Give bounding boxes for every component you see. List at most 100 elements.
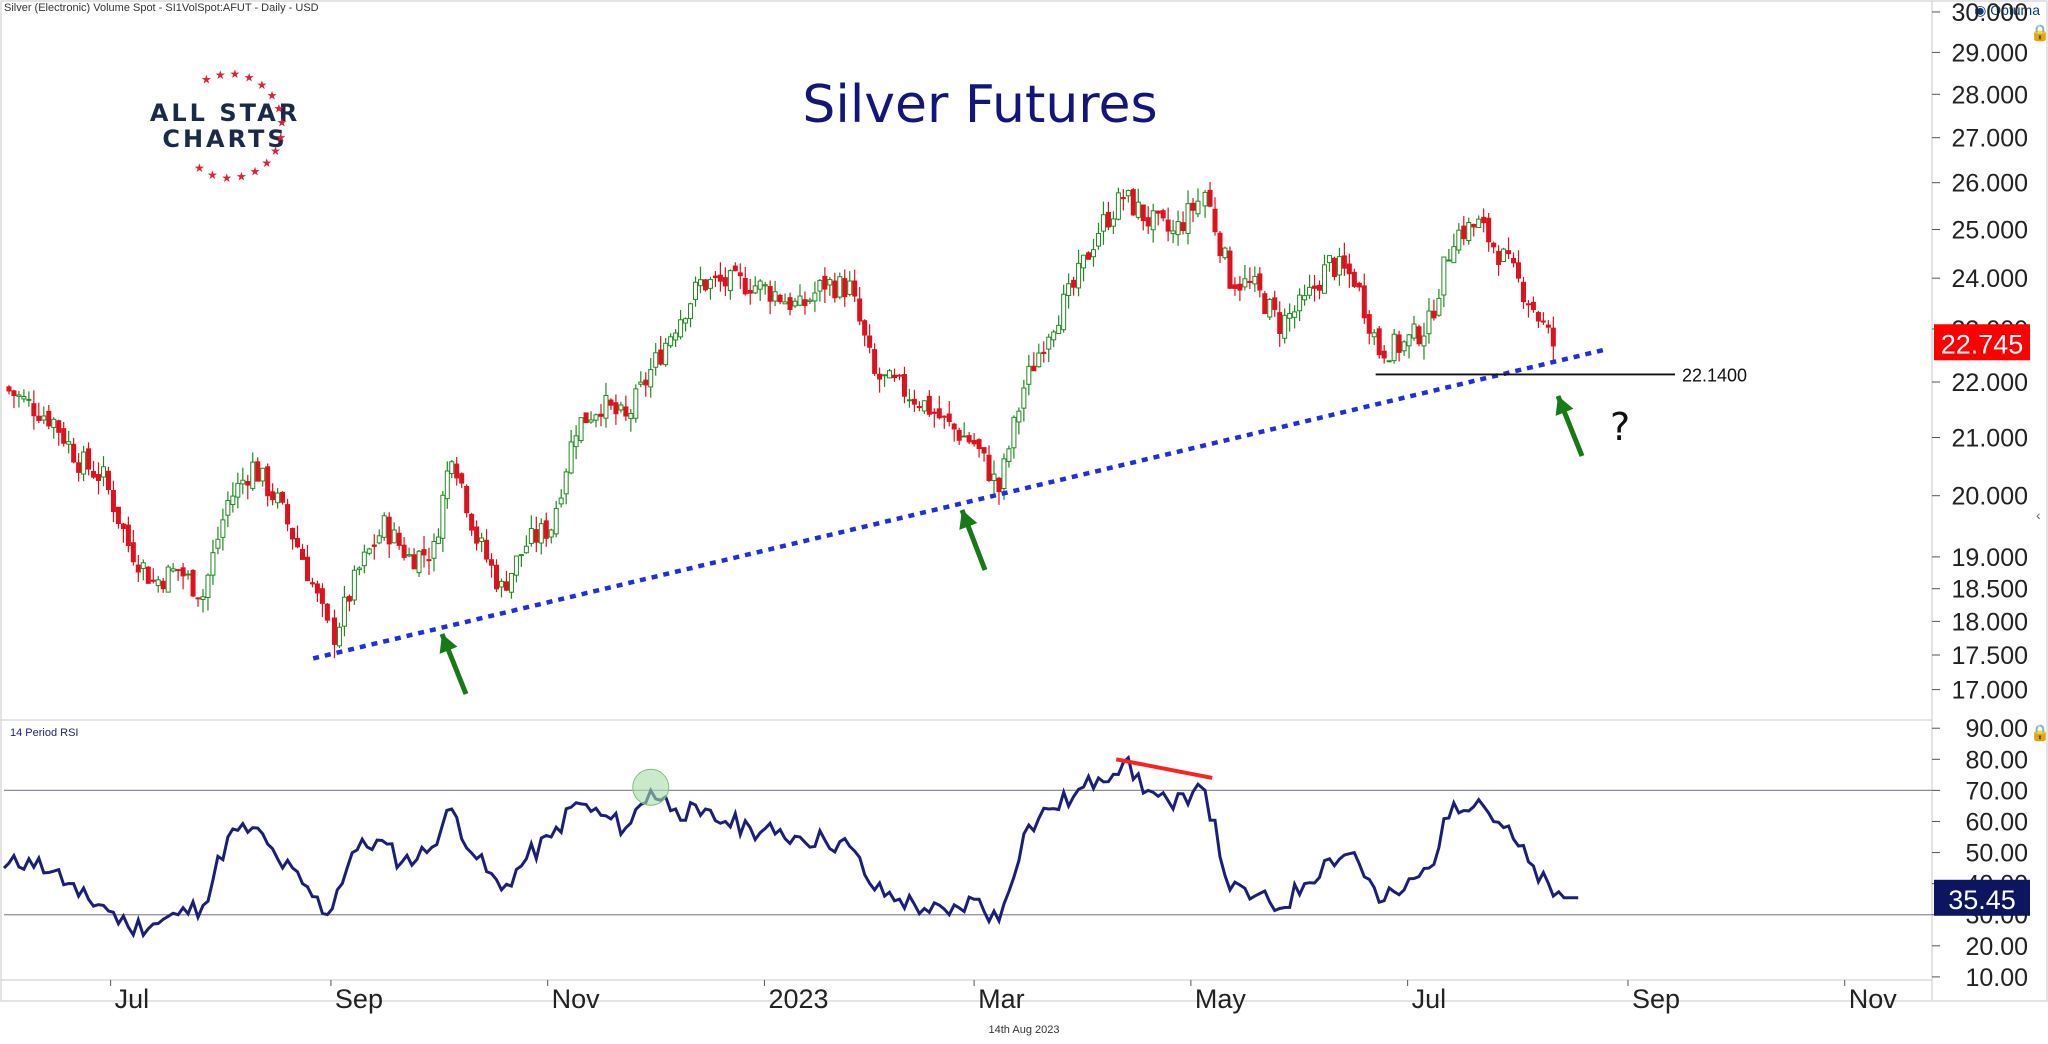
candle-body	[1056, 324, 1062, 335]
candle-body	[115, 506, 121, 525]
candle-body	[1190, 202, 1196, 211]
candle-body	[1292, 311, 1298, 318]
candle-body	[1366, 314, 1372, 334]
candle-body	[81, 451, 87, 475]
candle-body	[503, 581, 509, 591]
candle-body	[1391, 333, 1397, 362]
candle-body	[406, 554, 412, 557]
candle-body	[371, 544, 377, 547]
candle-body	[1356, 282, 1362, 288]
candle-body	[1411, 323, 1417, 339]
candle-body	[1406, 334, 1412, 347]
candle-body	[588, 419, 594, 423]
candle-body	[697, 279, 703, 287]
candle-body	[1140, 204, 1146, 222]
candle-body	[1086, 252, 1092, 260]
candle-body	[867, 335, 873, 348]
candle-body	[797, 295, 803, 306]
candle-body	[518, 554, 524, 557]
candle-body	[817, 279, 823, 292]
rsi-last-badge	[1934, 879, 2030, 916]
lock-icon: 🔒	[2030, 24, 2048, 42]
candle-body	[1130, 189, 1136, 216]
candle-body	[951, 423, 957, 430]
candle-body	[421, 549, 427, 556]
candle-body	[508, 572, 514, 593]
candle-body	[842, 278, 848, 298]
candle-body	[1371, 332, 1377, 338]
candle-body	[346, 595, 352, 602]
candle-body	[280, 491, 286, 503]
candle-body	[165, 566, 171, 593]
rsi-tick-label: 20.00	[1965, 933, 2028, 961]
candle-body	[1317, 284, 1323, 291]
candle-body	[314, 583, 320, 594]
logo-star-icon: ★	[215, 68, 226, 82]
candle-body	[1091, 249, 1097, 258]
candle-body	[200, 596, 206, 600]
candle-body	[931, 411, 937, 414]
candle-body	[1061, 293, 1067, 331]
candle-body	[583, 412, 589, 424]
rsi-last-value: 35.45	[1948, 885, 2016, 915]
question-mark-annotation: ?	[1610, 405, 1630, 449]
logo-star-icon: ★	[270, 144, 281, 158]
candle-body	[1302, 295, 1308, 301]
candle-body	[707, 279, 713, 289]
candle-body	[648, 369, 654, 388]
candle-body	[892, 374, 898, 379]
candle-body	[100, 466, 106, 478]
candle-body	[1051, 331, 1057, 341]
price-tick-label: 17.000	[1952, 677, 2028, 705]
x-tick-label: 2023	[768, 984, 828, 1014]
candle-body	[416, 550, 422, 574]
candle-body	[608, 399, 614, 406]
candle-body	[777, 294, 783, 303]
candle-body	[1346, 263, 1352, 275]
candle-body	[1170, 230, 1176, 235]
candle-body	[1431, 310, 1437, 319]
logo-star-icon: ★	[275, 130, 286, 144]
candle-body	[543, 520, 549, 539]
candle-body	[401, 544, 407, 558]
candle-body	[1540, 320, 1546, 323]
candle-body	[553, 507, 559, 535]
candle-body	[663, 342, 669, 366]
price-tick-label: 21.000	[1952, 424, 2028, 452]
price-tick-label: 28.000	[1952, 81, 2028, 109]
candle-body	[523, 545, 529, 554]
candle-body	[513, 555, 519, 576]
candle-body	[1222, 247, 1228, 259]
candle-body	[643, 379, 649, 386]
candle-body	[454, 463, 460, 479]
candle-body	[230, 495, 236, 506]
candle-body	[210, 552, 216, 576]
candle-body	[1441, 256, 1447, 296]
candle-body	[653, 352, 659, 368]
candle-body	[1326, 255, 1332, 264]
last-price-value: 22.745	[1941, 329, 2024, 359]
x-tick-label: Jul	[1412, 984, 1447, 1014]
candle-body	[1212, 208, 1218, 233]
candle-body	[304, 556, 310, 582]
candle-body	[255, 461, 261, 482]
candle-body	[26, 398, 32, 401]
candle-body	[215, 538, 221, 549]
price-tick-label: 20.000	[1952, 483, 2028, 511]
candle-body	[961, 435, 967, 438]
candle-body	[1262, 293, 1268, 314]
candle-body	[578, 417, 584, 442]
candle-body	[802, 299, 808, 306]
candle-body	[792, 300, 798, 307]
candle-body	[459, 473, 465, 484]
logo-star-icon: ★	[244, 71, 255, 85]
candle-body	[336, 626, 342, 647]
candle-body	[996, 477, 1002, 493]
candle-body	[1381, 350, 1387, 359]
candle-body	[862, 320, 868, 336]
candle-body	[762, 284, 768, 287]
candle-body	[1456, 229, 1462, 251]
logo-star-icon: ★	[221, 171, 232, 185]
x-tick-label: Sep	[1632, 984, 1680, 1014]
